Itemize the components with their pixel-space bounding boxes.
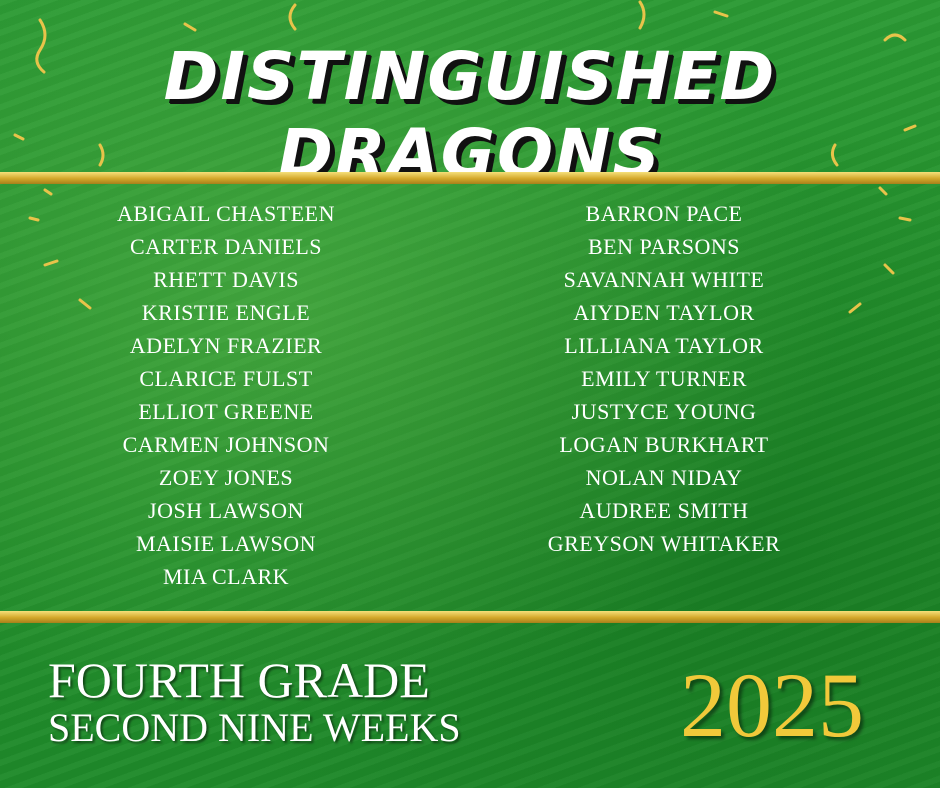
gold-divider (0, 611, 940, 623)
title: Distinguished Dragons (163, 38, 777, 192)
student-name: LILLIANA TAYLOR (564, 333, 764, 358)
student-name: ABIGAIL CHASTEEN (117, 201, 335, 226)
student-name: AIYDEN TAYLOR (573, 300, 755, 325)
student-name: ZOEY JONES (158, 465, 294, 490)
student-name: AUDREE SMITH (579, 498, 749, 523)
student-name: CARTER DANIELS (129, 234, 323, 259)
student-name: EMILY TURNER (581, 366, 747, 391)
student-name: BARRON PACE (585, 201, 743, 226)
student-name: JOSH LAWSON (148, 498, 304, 523)
student-name: KRISTIE ENGLE (141, 300, 311, 325)
student-name: RHETT DAVIS (153, 267, 299, 292)
period: SECOND NINE WEEKS (48, 705, 461, 750)
student-name: JUSTYCE YOUNG (571, 399, 757, 424)
student-name: CLARICE FULST (139, 366, 313, 391)
student-name: MAISIE LAWSON (135, 531, 317, 556)
student-name: LOGAN BURKHART (559, 432, 769, 457)
year: 2025 (680, 654, 864, 756)
student-name: GREYSON WHITAKER (547, 531, 781, 556)
student-name: ELLIOT GREENE (138, 399, 314, 424)
gold-divider (0, 172, 940, 184)
student-name: CARMEN JOHNSON (122, 432, 330, 457)
student-name: SAVANNAH WHITE (563, 267, 765, 292)
student-name: MIA CLARK (162, 564, 290, 589)
student-name: BEN PARSONS (587, 234, 741, 259)
student-name: NOLAN NIDAY (585, 465, 743, 490)
student-name: ADELYN FRAZIER (129, 333, 323, 358)
grade: FOURTH GRADE (48, 652, 430, 708)
